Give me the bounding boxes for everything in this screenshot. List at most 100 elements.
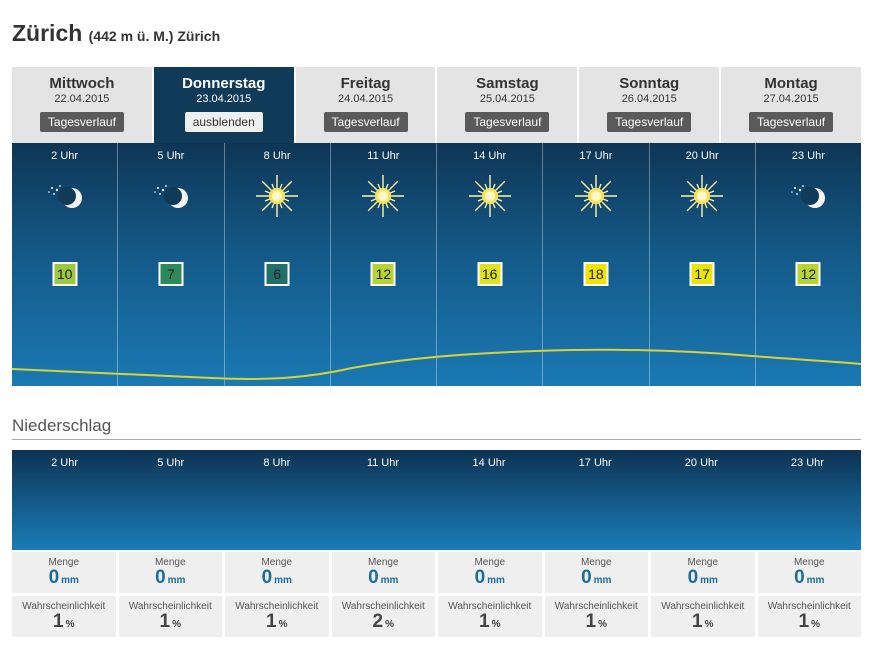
amount-cell: Menge 0 mm <box>225 552 329 593</box>
sun-icon <box>465 175 515 217</box>
day-tab-5[interactable]: Montag 27.04.2015 Tagesverlauf <box>721 67 861 143</box>
probability-label: Wahrscheinlichkeit <box>554 601 638 612</box>
day-details-button[interactable]: Tagesverlauf <box>39 112 124 132</box>
hour-label: 5 Uhr <box>157 457 185 469</box>
day-tab-1[interactable]: Donnerstag 23.04.2015 ausblenden <box>153 67 296 143</box>
probability-value: 1% <box>545 612 649 635</box>
amount-number: 0 <box>794 567 805 588</box>
precip-column: 20 Uhr <box>649 450 755 550</box>
probability-number: 1 <box>53 611 64 632</box>
precip-stat-column: Menge 0 mm Wahrscheinlichkeit 1% <box>651 552 755 640</box>
probability-cell: Wahrscheinlichkeit 1% <box>438 596 542 637</box>
temperature-badge: 16 <box>477 262 503 286</box>
amount-unit: mm <box>274 575 292 586</box>
day-details-button[interactable]: Tagesverlauf <box>607 112 692 132</box>
amount-unit: mm <box>700 575 718 586</box>
amount-label: Menge <box>687 557 719 568</box>
probability-cell: Wahrscheinlichkeit 1% <box>757 596 861 637</box>
hourly-forecast-panel: 2 Uhr 10 5 Uhr 7 8 Uhr 6 11 Uhr 12 14 Uhr 16 17 Uh… <box>12 143 861 386</box>
day-details-button[interactable]: Tagesverlauf <box>465 112 550 132</box>
probability-label: Wahrscheinlichkeit <box>128 601 212 612</box>
amount-number: 0 <box>261 567 273 588</box>
day-details-button[interactable]: Tagesverlauf <box>323 112 408 132</box>
amount-unit: mm <box>487 575 505 586</box>
precip-stat-column: Menge 0 mm Wahrscheinlichkeit 1% <box>118 552 222 640</box>
precipitation-stats: Menge 0 mm Wahrscheinlichkeit 1% Menge 0 mm Wahr… <box>12 552 861 640</box>
probability-label: Wahrscheinlichkeit <box>661 601 745 612</box>
precip-stat-column: Menge 0 mm Wahrscheinlichkeit 2% <box>331 552 436 640</box>
hour-label: 23 Uhr <box>790 457 824 469</box>
hour-column: 20 Uhr 17 <box>650 143 756 386</box>
precipitation-heading: Niederschlag <box>12 416 112 435</box>
probability-unit: % <box>491 619 501 630</box>
probability-value: 1% <box>438 612 542 635</box>
day-tab-4[interactable]: Sonntag 26.04.2015 Tagesverlauf <box>579 67 722 143</box>
probability-cell: Wahrscheinlichkeit 1% <box>12 596 116 637</box>
probability-value: 1% <box>651 612 755 635</box>
amount-label: Menge <box>793 557 825 568</box>
amount-value: 0 mm <box>12 568 116 591</box>
day-date: 22.04.2015 <box>54 93 110 105</box>
hour-label: 2 Uhr <box>51 457 79 469</box>
day-name: Donnerstag <box>182 75 266 92</box>
hide-details-button[interactable]: ausblenden <box>184 112 263 132</box>
amount-value: 0 mm <box>225 568 329 591</box>
day-date: 25.04.2015 <box>479 93 535 105</box>
hour-column: 5 Uhr 7 <box>118 143 225 386</box>
location-subtitle: (442 m ü. M.) Zürich <box>88 28 221 44</box>
probability-value: 1% <box>12 612 116 635</box>
amount-label: Menge <box>580 557 612 568</box>
amount-value: 0 mm <box>545 568 649 591</box>
amount-cell: Menge 0 mm <box>12 552 116 593</box>
location-name: Zürich <box>12 20 83 46</box>
hour-label: 20 Uhr <box>685 150 719 162</box>
probability-number: 1 <box>585 611 597 632</box>
divider <box>12 439 861 440</box>
day-date: 24.04.2015 <box>338 93 394 105</box>
temperature-badge: 10 <box>52 262 78 286</box>
precip-column: 8 Uhr <box>224 450 330 550</box>
hour-label: 17 Uhr <box>578 457 612 469</box>
temperature-badge: 6 <box>264 262 290 286</box>
day-name: Sonntag <box>619 75 680 92</box>
day-tab-3[interactable]: Samstag 25.04.2015 Tagesverlauf <box>437 67 580 143</box>
day-name: Montag <box>764 75 818 92</box>
amount-number: 0 <box>474 567 486 588</box>
probability-number: 1 <box>159 611 171 632</box>
probability-cell: Wahrscheinlichkeit 2% <box>331 596 436 637</box>
probability-label: Wahrscheinlichkeit <box>767 601 851 612</box>
day-tab-0[interactable]: Mittwoch 22.04.2015 Tagesverlauf <box>12 67 154 143</box>
day-tab-2[interactable]: Freitag 24.04.2015 Tagesverlauf <box>295 67 438 143</box>
probability-cell: Wahrscheinlichkeit 1% <box>118 596 222 637</box>
day-date: 23.04.2015 <box>196 93 252 105</box>
probability-value: 1% <box>225 612 329 635</box>
temperature-badge: 7 <box>158 262 184 286</box>
temperature-curve <box>12 348 861 380</box>
amount-cell: Menge 0 mm <box>757 552 861 593</box>
probability-number: 2 <box>372 611 384 632</box>
hour-label: 8 Uhr <box>263 457 291 469</box>
amount-unit: mm <box>61 575 79 586</box>
hour-label: 2 Uhr <box>51 150 79 162</box>
probability-value: 2% <box>332 612 436 635</box>
precip-column: 2 Uhr <box>12 450 118 550</box>
precip-stat-column: Menge 0 mm Wahrscheinlichkeit 1% <box>225 552 329 640</box>
amount-number: 0 <box>368 567 379 588</box>
day-date: 26.04.2015 <box>621 93 677 105</box>
hour-label: 14 Uhr <box>473 150 507 162</box>
probability-label: Wahrscheinlichkeit <box>341 601 425 612</box>
probability-number: 1 <box>798 611 810 632</box>
day-details-button[interactable]: Tagesverlauf <box>749 112 834 132</box>
probability-cell: Wahrscheinlichkeit 1% <box>544 596 649 637</box>
probability-cell: Wahrscheinlichkeit 1% <box>225 596 329 637</box>
amount-number: 0 <box>687 567 699 588</box>
hour-label: 14 Uhr <box>472 457 506 469</box>
amount-cell: Menge 0 mm <box>118 552 222 593</box>
precip-stat-column: Menge 0 mm Wahrscheinlichkeit 1% <box>544 552 649 640</box>
probability-number: 1 <box>692 611 703 632</box>
amount-number: 0 <box>48 567 60 588</box>
amount-value: 0 mm <box>651 568 755 591</box>
temperature-badge: 17 <box>689 262 715 286</box>
sun-icon <box>252 175 302 217</box>
hour-label: 5 Uhr <box>157 150 185 162</box>
